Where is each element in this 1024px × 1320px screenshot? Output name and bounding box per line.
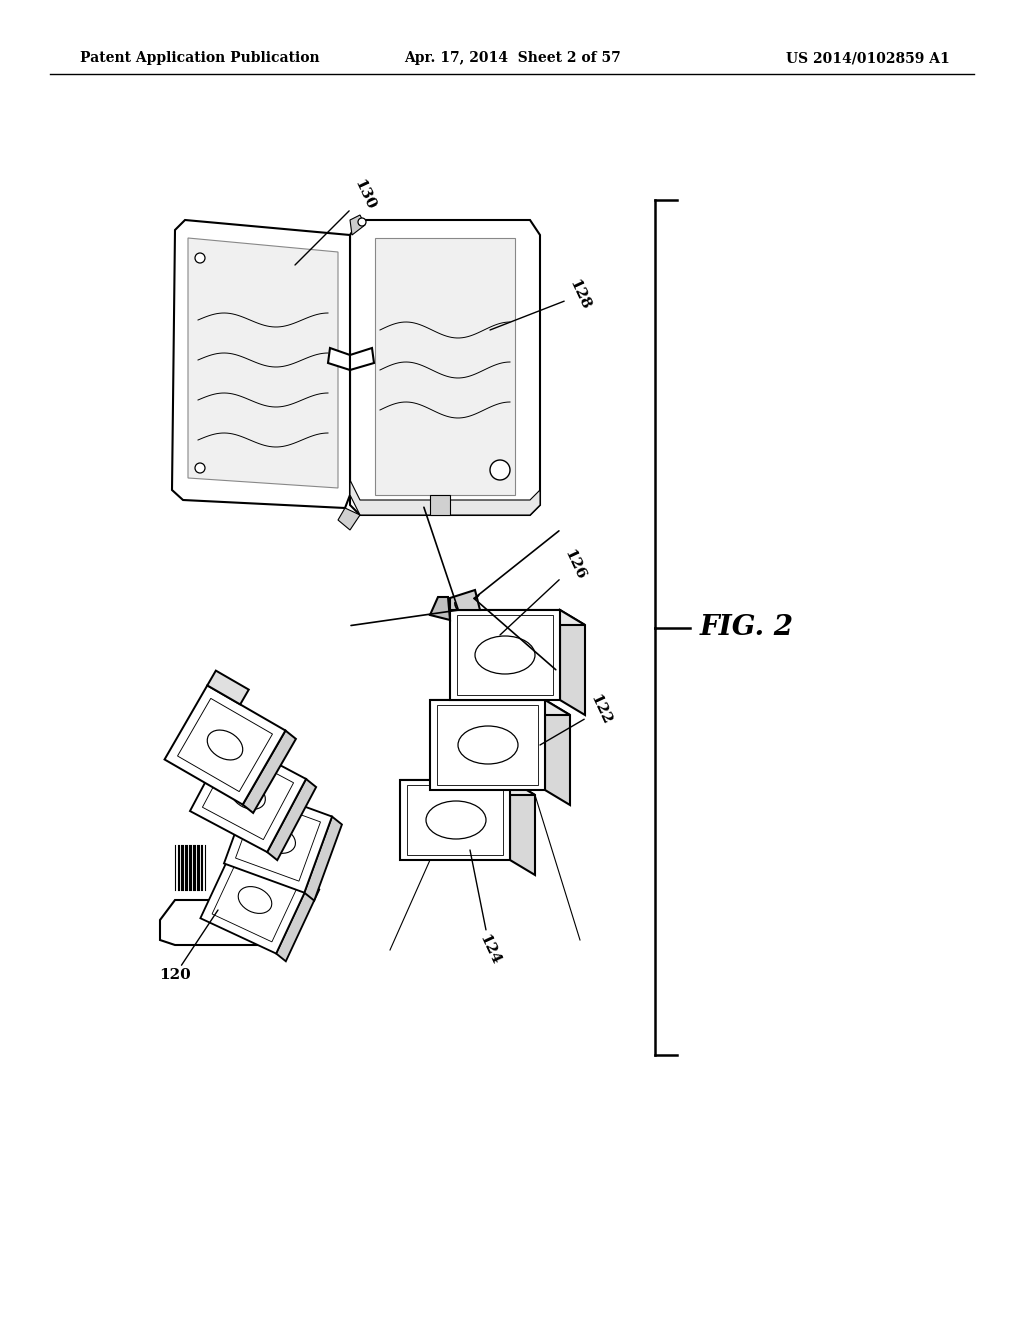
Text: Patent Application Publication: Patent Application Publication: [80, 51, 319, 65]
Polygon shape: [400, 780, 510, 861]
Polygon shape: [350, 220, 540, 515]
Polygon shape: [400, 780, 535, 795]
Polygon shape: [203, 750, 294, 840]
Polygon shape: [338, 508, 360, 531]
Polygon shape: [350, 480, 540, 515]
Text: 120: 120: [159, 909, 218, 982]
Circle shape: [195, 253, 205, 263]
Polygon shape: [188, 238, 338, 488]
Polygon shape: [328, 348, 350, 370]
Ellipse shape: [458, 726, 518, 764]
Circle shape: [195, 463, 205, 473]
Polygon shape: [450, 610, 585, 624]
Polygon shape: [350, 348, 374, 370]
Polygon shape: [177, 698, 272, 792]
Polygon shape: [276, 882, 319, 961]
Text: US 2014/0102859 A1: US 2014/0102859 A1: [786, 51, 950, 65]
Polygon shape: [545, 700, 570, 805]
Polygon shape: [510, 780, 535, 875]
Text: 124: 124: [470, 850, 503, 968]
Circle shape: [490, 459, 510, 480]
Polygon shape: [430, 495, 450, 515]
Polygon shape: [165, 685, 286, 805]
Text: FIG. 2: FIG. 2: [700, 614, 794, 642]
Text: 128: 128: [490, 277, 593, 330]
Polygon shape: [160, 900, 295, 945]
Ellipse shape: [230, 780, 265, 809]
Polygon shape: [252, 772, 291, 800]
Polygon shape: [212, 858, 298, 942]
Polygon shape: [350, 215, 365, 235]
Polygon shape: [201, 846, 309, 953]
Polygon shape: [457, 615, 553, 694]
Polygon shape: [375, 238, 515, 495]
Ellipse shape: [260, 826, 296, 853]
Polygon shape: [243, 730, 296, 813]
Ellipse shape: [475, 636, 535, 675]
Polygon shape: [207, 671, 249, 705]
Polygon shape: [304, 817, 342, 900]
Text: 126: 126: [500, 548, 588, 635]
Polygon shape: [430, 597, 450, 620]
Polygon shape: [450, 590, 480, 610]
Text: Apr. 17, 2014  Sheet 2 of 57: Apr. 17, 2014 Sheet 2 of 57: [403, 51, 621, 65]
Polygon shape: [172, 220, 350, 508]
Polygon shape: [236, 799, 321, 882]
Polygon shape: [224, 787, 332, 892]
Circle shape: [358, 218, 366, 226]
Polygon shape: [450, 610, 560, 700]
Polygon shape: [190, 738, 306, 853]
Polygon shape: [267, 779, 316, 861]
Polygon shape: [560, 610, 585, 715]
Polygon shape: [430, 700, 545, 789]
Text: 122: 122: [540, 693, 613, 744]
Polygon shape: [228, 723, 269, 755]
Polygon shape: [437, 705, 538, 784]
Polygon shape: [407, 785, 504, 855]
Polygon shape: [430, 700, 570, 715]
Ellipse shape: [426, 801, 486, 840]
Ellipse shape: [207, 730, 243, 760]
Ellipse shape: [239, 887, 271, 913]
Polygon shape: [233, 832, 272, 862]
Text: 130: 130: [295, 178, 378, 265]
